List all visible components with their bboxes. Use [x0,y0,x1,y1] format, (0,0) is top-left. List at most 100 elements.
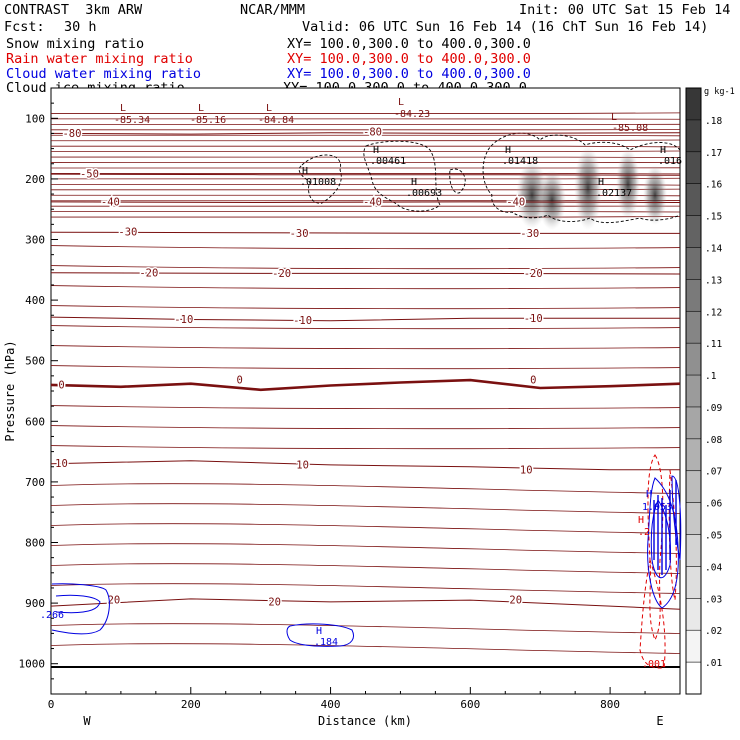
x-tick-label: 200 [181,698,201,711]
high-marker: H [598,177,604,188]
colorbar-tick-label: .12 [705,307,722,318]
lower-contour-line [50,325,681,329]
lower-contour-line [50,285,681,289]
isotherm-10 [50,460,680,471]
y-tick-label: 1000 [19,658,46,671]
colorbar-segment [686,247,701,280]
isotherm-label: 0 [530,375,536,387]
x-tick-label: 800 [600,698,620,711]
field-rain-xy: XY= 100.0,300.0 to 400.0,300.0 [287,51,531,67]
cloudwater-value: .266 [40,610,64,621]
colorbar-tick-label: .09 [705,403,722,414]
low-value: -85.34 [114,115,150,126]
y-tick-label: 600 [25,415,45,428]
snow-contour [298,154,342,204]
colorbar-segment [686,88,701,120]
colorbar-unit: g kg-1 [704,87,735,97]
colorbar-tick-label: .17 [705,148,722,159]
lower-contour-line [50,365,681,369]
upper-contour-line [50,134,681,137]
cloud-ice-shading [516,146,667,230]
colorbar-tick-label: .15 [705,212,722,223]
colorbar-segment [686,119,701,152]
lower-contour-line [50,345,681,349]
field-rain-label: Rain water mixing ratio [6,51,193,67]
isotherm-label: -40 [363,196,382,208]
high-value: .00693 [406,188,442,199]
colorbar-segment [686,598,701,631]
colorbar-tick-label: .14 [705,243,722,254]
isotherm-label: -30 [118,227,137,239]
colorbar-tick-label: .16 [705,180,722,191]
high-marker: H [302,166,308,177]
isotherm-label: 0 [237,375,243,387]
ice-blob [538,170,566,230]
temperature-isotherms [50,132,681,610]
colorbar-tick-label: .11 [705,339,722,350]
low-value: -84.23 [394,109,430,120]
cloudwater-contour [650,498,671,578]
colorbar-segment [686,183,701,216]
isotherm-label: -20 [139,267,158,279]
colorbar-segment [686,662,701,694]
field-cloudwater-label: Cloud water mixing ratio [6,66,202,82]
snow-contour [363,140,441,212]
west-label: W [83,714,91,728]
colorbar-segment [686,343,701,376]
chart-center-title: NCAR/MMM [240,2,306,18]
colorbar-tick-label: .07 [705,467,722,478]
valid-time: Valid: 06 UTC Sun 16 Feb 14 (16 ChT Sun … [302,19,709,35]
x-tick-label: 0 [48,698,55,711]
high-value: .016 [658,156,682,167]
ice-blob [574,146,602,230]
high-value: 1.053 [642,502,672,513]
y-tick-label: 400 [25,294,45,307]
isotherm-label: 20 [509,595,522,607]
low-marker: L [398,97,404,108]
isotherm--50 [50,173,681,176]
low-marker: L [120,103,126,114]
isotherm-label: -10 [174,314,193,326]
isotherm-label: -80 [62,128,81,140]
field-cloudwater-xy: XY= 100.0,300.0 to 400.0,300.0 [287,66,531,82]
colorbar-segment [686,151,701,184]
cloudwater-contour [671,475,682,561]
lower-contour-line [50,623,681,634]
lower-contour-line [50,265,681,269]
y-tick-label: 800 [25,537,45,550]
colorbar-tick-label: .18 [705,116,722,127]
cloudwater-dense-core [653,480,677,575]
x-axis-label: Distance (km) [318,714,412,728]
isotherm-label: -40 [101,196,120,208]
cloudwater-contour [51,583,110,635]
colorbar-tick-label: .13 [705,275,722,286]
snow-contours [298,132,681,224]
isotherm--10 [50,316,680,322]
high-marker: H [505,145,511,156]
high-value: .01418 [502,156,538,167]
isotherm--30 [50,231,680,234]
colorbar-tick-label: .1 [705,371,717,382]
isotherm-label: -20 [524,268,543,280]
high-marker: H [646,489,652,500]
low-marker: L [266,103,272,114]
colorbar-segment [686,534,701,567]
colorbar-tick-label: .03 [705,594,722,605]
y-axis-label: Pressure (hPa) [3,340,17,441]
field-snow-label: Snow mixing ratio [6,36,145,52]
lower-contour-line [50,503,681,514]
isotherm-label: -40 [506,196,525,208]
isotherm-label: -30 [290,228,309,240]
field-snow-xy: XY= 100.0,300.0 to 400.0,300.0 [287,36,531,52]
lower-contour-line [50,305,681,309]
low-value: -85.08 [612,123,648,134]
colorbar-segment [686,375,701,407]
isotherm-label: -30 [520,228,539,240]
low-value: -85.16 [190,115,226,126]
y-tick-label: 900 [25,597,45,610]
colorbar-segment [686,406,701,439]
isotherm-0 [50,378,681,392]
lower-contour-line [50,523,681,534]
y-tick-label: 100 [25,112,45,125]
